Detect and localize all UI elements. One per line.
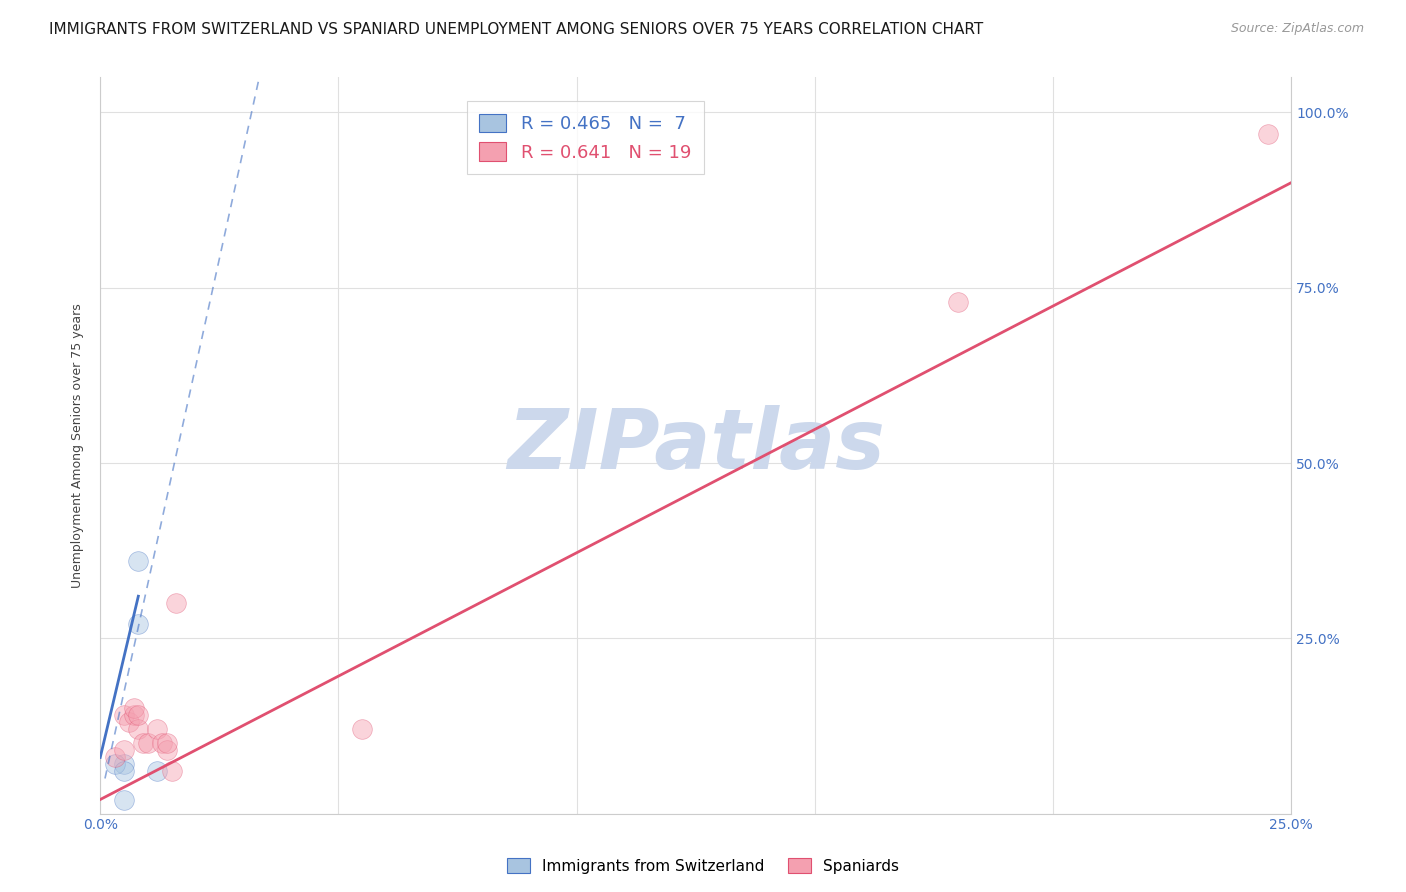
Point	[122, 701, 145, 715]
Point	[150, 736, 173, 750]
Point	[160, 764, 183, 779]
Point	[136, 736, 159, 750]
Point	[112, 764, 135, 779]
Point	[146, 723, 169, 737]
Point	[127, 617, 149, 632]
Point	[1257, 127, 1279, 141]
Point	[103, 750, 125, 764]
Point	[122, 708, 145, 723]
Text: Source: ZipAtlas.com: Source: ZipAtlas.com	[1230, 22, 1364, 36]
Point	[156, 736, 179, 750]
Point	[103, 757, 125, 772]
Text: ZIPatlas: ZIPatlas	[506, 405, 884, 486]
Point	[146, 764, 169, 779]
Point	[352, 723, 374, 737]
Point	[112, 708, 135, 723]
Legend: Immigrants from Switzerland, Spaniards: Immigrants from Switzerland, Spaniards	[501, 852, 905, 880]
Point	[132, 736, 155, 750]
Point	[112, 743, 135, 757]
Point	[127, 723, 149, 737]
Y-axis label: Unemployment Among Seniors over 75 years: Unemployment Among Seniors over 75 years	[72, 303, 84, 588]
Point	[946, 294, 969, 309]
Point	[156, 743, 179, 757]
Point	[165, 596, 187, 610]
Point	[118, 715, 141, 730]
Point	[112, 792, 135, 806]
Point	[127, 708, 149, 723]
Legend: R = 0.465   N =  7, R = 0.641   N = 19: R = 0.465 N = 7, R = 0.641 N = 19	[467, 101, 704, 174]
Point	[127, 554, 149, 568]
Point	[112, 757, 135, 772]
Text: IMMIGRANTS FROM SWITZERLAND VS SPANIARD UNEMPLOYMENT AMONG SENIORS OVER 75 YEARS: IMMIGRANTS FROM SWITZERLAND VS SPANIARD …	[49, 22, 983, 37]
